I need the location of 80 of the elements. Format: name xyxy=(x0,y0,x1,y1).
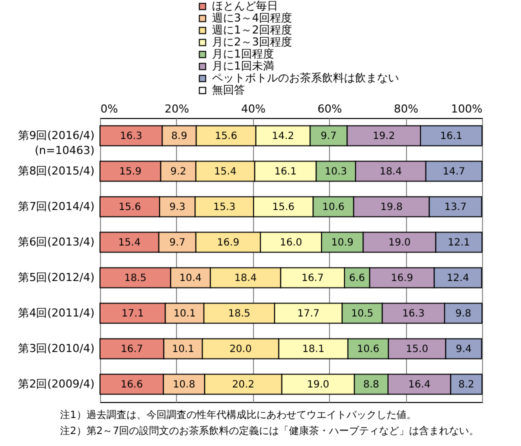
data-label: 9.2 xyxy=(170,166,186,178)
text: 注2）第2～7回の設問文のお茶系飲料の定義には「健康茶・ハーブティなど」は含まれない。 xyxy=(60,424,480,439)
data-label: 18.5 xyxy=(228,308,250,320)
data-label: 15.6 xyxy=(214,130,238,142)
y-tick-label: 第2回(2009/4) xyxy=(18,377,94,390)
data-label: 8.2 xyxy=(458,379,474,390)
data-label: 16.1 xyxy=(274,166,297,178)
data-label: 10.1 xyxy=(172,344,194,355)
data-label: 17.1 xyxy=(122,308,144,320)
data-label: 18.1 xyxy=(302,344,324,355)
data-label: 17.7 xyxy=(297,308,320,320)
data-label: 18.4 xyxy=(234,272,257,284)
data-label: 10.3 xyxy=(324,166,348,178)
data-label: 10.8 xyxy=(172,379,196,390)
data-label: 10.6 xyxy=(357,344,380,355)
y-tick-label: 第4回(2011/4) xyxy=(18,306,94,320)
data-label: 10.5 xyxy=(351,308,374,320)
y-tick-label: 第7回(2014/4) xyxy=(18,200,94,213)
x-tick-label: 40% xyxy=(241,102,266,116)
data-label: 18.4 xyxy=(380,166,402,178)
data-label: 14.7 xyxy=(442,166,466,178)
legend-label: 月に1回未満 xyxy=(212,60,274,72)
y-tick-label: 第6回(2013/4) xyxy=(18,235,94,248)
text: 注1）過去調査は、今回調査の性年代構成比にあわせてウエイトバックした値。 xyxy=(60,408,418,423)
data-label: 20.2 xyxy=(232,379,254,390)
legend-label: 週に3～4回程度 xyxy=(212,12,292,24)
x-tick-label: 20% xyxy=(164,102,190,116)
y-tick-label: 第3回(2010/4) xyxy=(18,342,94,355)
data-label: 16.9 xyxy=(217,237,240,248)
data-label: 19.0 xyxy=(388,237,411,248)
data-label: 20.0 xyxy=(229,344,252,355)
legend-label: ペットボトルのお茶系飲料は飲まない xyxy=(212,72,399,84)
legend-label: 無回答 xyxy=(212,84,245,96)
data-label: 16.3 xyxy=(120,130,142,142)
data-label: 15.9 xyxy=(119,166,142,178)
data-label: 15.6 xyxy=(272,202,294,213)
data-label: 19.0 xyxy=(306,379,330,390)
data-label: 12.1 xyxy=(448,237,470,248)
data-label: 19.8 xyxy=(380,202,403,213)
data-label: 16.3 xyxy=(402,308,425,320)
data-label: 16.6 xyxy=(120,379,143,390)
data-label: 19.2 xyxy=(372,130,395,142)
legend-label: 月に2～3回程度 xyxy=(212,36,292,48)
data-label: 16.1 xyxy=(440,130,462,142)
data-label: 16.7 xyxy=(301,272,324,284)
y-tick-label: 第9回(2016/4)(n=10463) xyxy=(18,128,94,157)
data-label: 9.4 xyxy=(456,344,472,355)
data-label: 15.6 xyxy=(118,202,141,213)
legend-label: ほとんど毎日 xyxy=(212,0,278,12)
data-label: 15.3 xyxy=(213,202,236,213)
legend-label: 月に1回程度 xyxy=(212,48,274,60)
data-label: 16.0 xyxy=(280,237,302,248)
data-label: 8.8 xyxy=(363,379,380,390)
data-label: 10.1 xyxy=(173,308,196,320)
data-label: 10.9 xyxy=(331,237,354,248)
data-label: 8.9 xyxy=(171,130,188,142)
data-label: 6.6 xyxy=(349,272,366,284)
y-tick-label: 第8回(2015/4) xyxy=(18,164,94,178)
data-label: 9.7 xyxy=(169,237,186,248)
data-label: 9.7 xyxy=(320,130,337,142)
x-tick-label: 0% xyxy=(100,102,118,116)
y-tick-label: 第5回(2012/4) xyxy=(18,270,94,284)
x-tick-label: 60% xyxy=(317,102,342,116)
data-label: 15.0 xyxy=(406,344,428,355)
data-label: 9.3 xyxy=(169,202,186,213)
data-label: 16.4 xyxy=(408,379,430,390)
data-label: 16.9 xyxy=(390,272,414,284)
data-label: 10.4 xyxy=(179,272,202,284)
data-label: 12.4 xyxy=(446,272,470,284)
legend-label: 週に1～2回程度 xyxy=(212,24,292,36)
data-label: 14.2 xyxy=(272,130,294,142)
data-label: 15.4 xyxy=(118,237,141,248)
data-label: 16.7 xyxy=(120,344,144,355)
x-tick-label: 100% xyxy=(451,102,482,116)
data-label: 10.6 xyxy=(322,202,345,213)
data-label: 18.5 xyxy=(124,272,146,284)
data-label: 13.7 xyxy=(444,202,467,213)
data-label: 9.8 xyxy=(455,308,472,320)
x-tick-label: 80% xyxy=(394,102,418,116)
data-label: 15.4 xyxy=(214,166,236,178)
